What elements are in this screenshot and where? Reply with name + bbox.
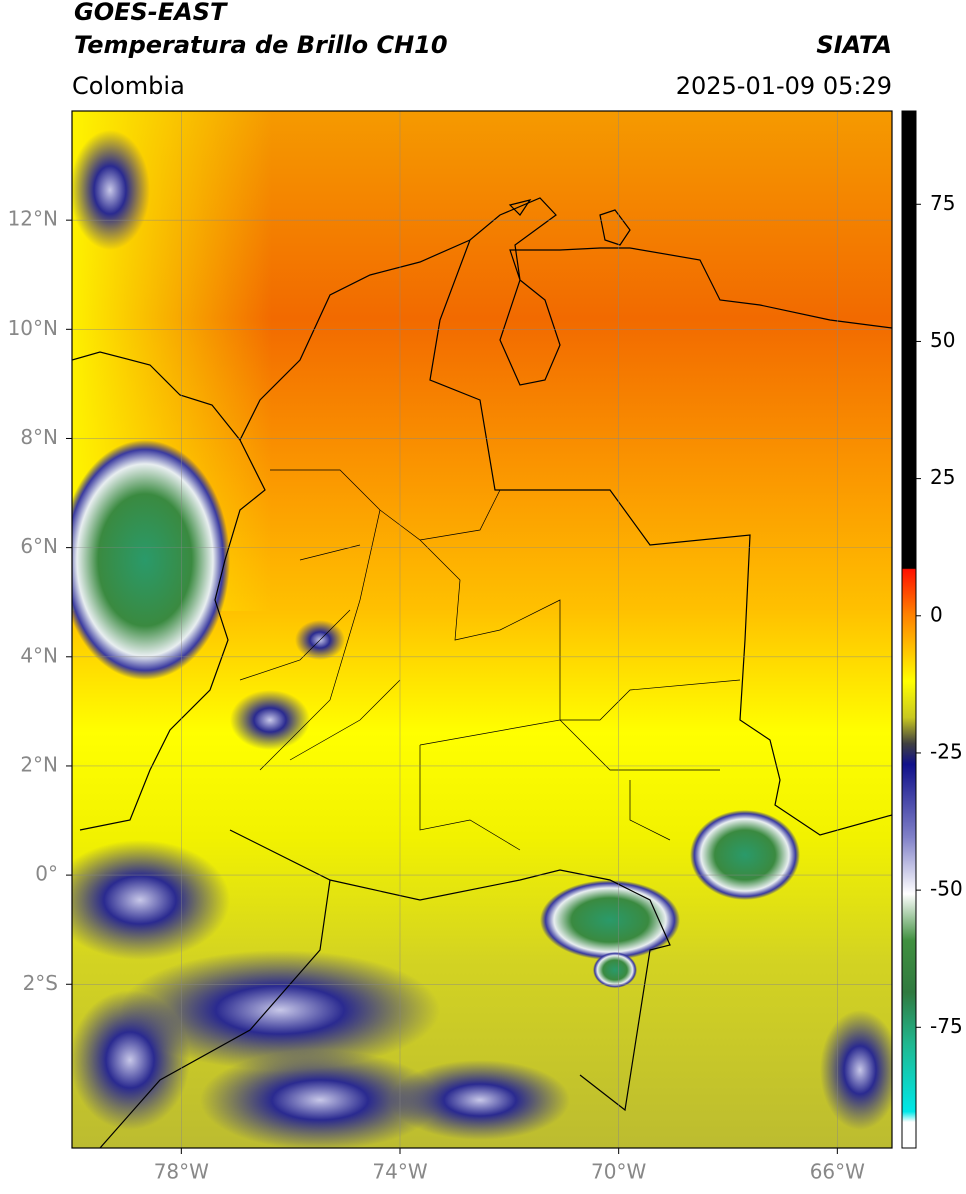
satellite-image xyxy=(72,111,892,1148)
colorbar-tick-label: 25 xyxy=(930,465,955,489)
timestamp: 2025-01-09 05:29 xyxy=(676,72,892,100)
y-tick-label: 6°N xyxy=(20,534,58,558)
region: Colombia xyxy=(72,72,185,100)
colorbar xyxy=(901,110,917,1149)
colorbar-tick-label: 75 xyxy=(930,191,955,215)
subtitle: Temperatura de Brillo CH10 xyxy=(74,31,448,59)
y-tick-label: 2°S xyxy=(23,971,58,995)
x-tick-label: 66°W xyxy=(810,1160,865,1184)
y-tick-label: 10°N xyxy=(8,316,58,340)
y-tick-label: 12°N xyxy=(8,207,58,231)
y-tick-label: 0° xyxy=(35,862,58,886)
x-tick-label: 74°W xyxy=(372,1160,427,1184)
x-tick-label: 78°W xyxy=(154,1160,209,1184)
source: SIATA xyxy=(816,31,892,59)
y-tick-label: 8°N xyxy=(20,425,58,449)
colorbar-tick-label: 50 xyxy=(930,328,955,352)
x-tick-label: 70°W xyxy=(591,1160,646,1184)
y-tick-label: 2°N xyxy=(20,752,58,776)
title: GOES-EAST xyxy=(74,0,228,26)
colorbar-tick-label: -25 xyxy=(930,739,963,763)
map-frame xyxy=(71,110,893,1149)
colorbar-tick-label: 0 xyxy=(930,602,943,626)
colorbar-tick-label: -75 xyxy=(930,1014,963,1038)
y-tick-label: 4°N xyxy=(20,643,58,667)
colorbar-tick-label: -50 xyxy=(930,877,963,901)
